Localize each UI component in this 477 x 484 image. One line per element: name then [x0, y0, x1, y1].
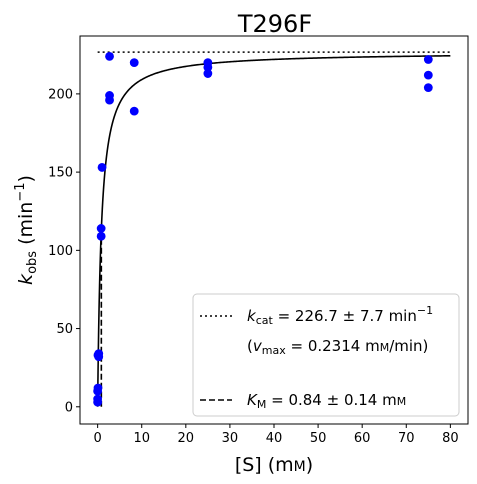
y-axis-title-sup: −1	[13, 182, 28, 201]
x-axis-title: [S] (mM)	[235, 454, 313, 476]
y-axis-title: kobs (min−1)	[13, 175, 40, 285]
y-tick-label: 150	[48, 166, 73, 181]
x-tick-label: 20	[178, 431, 195, 446]
legend-kcat-entry: kcat = 226.7 ± 7.7 min−1	[247, 304, 433, 327]
data-point	[203, 69, 213, 78]
y-tick-label: 0	[65, 400, 73, 415]
y-tick-label: 50	[56, 322, 73, 337]
y-tick-label: 200	[48, 87, 73, 102]
data-point	[97, 163, 107, 172]
data-point	[203, 58, 213, 67]
legend: kcat = 226.7 ± 7.7 min−1 (vmax = 0.2314 …	[192, 293, 460, 417]
data-points	[93, 51, 433, 407]
y-axis-ticks: 0 50 100 150 200	[48, 87, 80, 415]
x-tick-label: 80	[442, 431, 459, 446]
legend-kcat-sub: cat	[256, 314, 274, 327]
x-tick-label: 30	[222, 431, 239, 446]
x-tick-label: 60	[354, 431, 371, 446]
x-axis-title-main: [S] (m	[235, 454, 294, 476]
x-axis-title-tail: )	[306, 454, 313, 476]
data-point	[96, 224, 106, 233]
data-point	[129, 106, 139, 116]
y-axis-title-sub: obs	[25, 251, 40, 274]
x-tick-label: 10	[133, 431, 150, 446]
legend-kcat-text: = 226.7 ± 7.7 min	[273, 307, 417, 325]
y-tick-label: 100	[48, 244, 73, 259]
legend-vmax-tail: /min)	[389, 337, 428, 355]
legend-vmax-open: (	[247, 337, 253, 355]
x-tick-label: 50	[310, 431, 327, 446]
chart-title: T296F	[237, 10, 312, 38]
data-point	[423, 70, 433, 80]
data-point	[93, 394, 103, 404]
data-point	[105, 51, 114, 61]
x-tick-label: 70	[398, 431, 415, 446]
legend-km-entry: KM = 0.84 ± 0.14 mM	[247, 391, 406, 411]
x-axis-title-unit: M	[294, 459, 306, 475]
legend-vmax-sub: max	[262, 344, 286, 357]
legend-km-unit: M	[397, 395, 407, 408]
legend-vmax-unit: M	[380, 341, 390, 354]
data-point	[93, 383, 103, 393]
legend-kcat-sup: −1	[417, 304, 433, 317]
legend-vmax-entry: (vmax = 0.2314 mM/min)	[247, 337, 428, 357]
y-axis-title-unit: (min	[15, 202, 37, 251]
data-point	[423, 83, 433, 93]
x-axis-ticks: 0 10 20 30 40 50 60 70 80	[93, 424, 459, 446]
legend-km-sub: M	[257, 398, 267, 411]
legend-km-symbol: K	[247, 391, 258, 409]
data-point	[105, 91, 114, 100]
data-point	[96, 231, 106, 241]
data-point	[423, 55, 433, 64]
y-axis-title-k: k	[15, 273, 37, 285]
legend-frame	[192, 293, 460, 417]
data-point	[129, 58, 139, 67]
data-point	[94, 349, 104, 358]
x-tick-label: 40	[266, 431, 283, 446]
michaelis-menten-fit-curve	[96, 55, 451, 407]
x-tick-label: 0	[93, 431, 101, 446]
legend-km-text: = 0.84 ± 0.14 m	[266, 391, 396, 409]
legend-vmax-symbol: v	[253, 337, 263, 355]
y-axis-title-tail: )	[15, 175, 37, 182]
legend-vmax-text: = 0.2314 m	[286, 337, 380, 355]
legend-kcat-symbol: k	[247, 307, 257, 325]
